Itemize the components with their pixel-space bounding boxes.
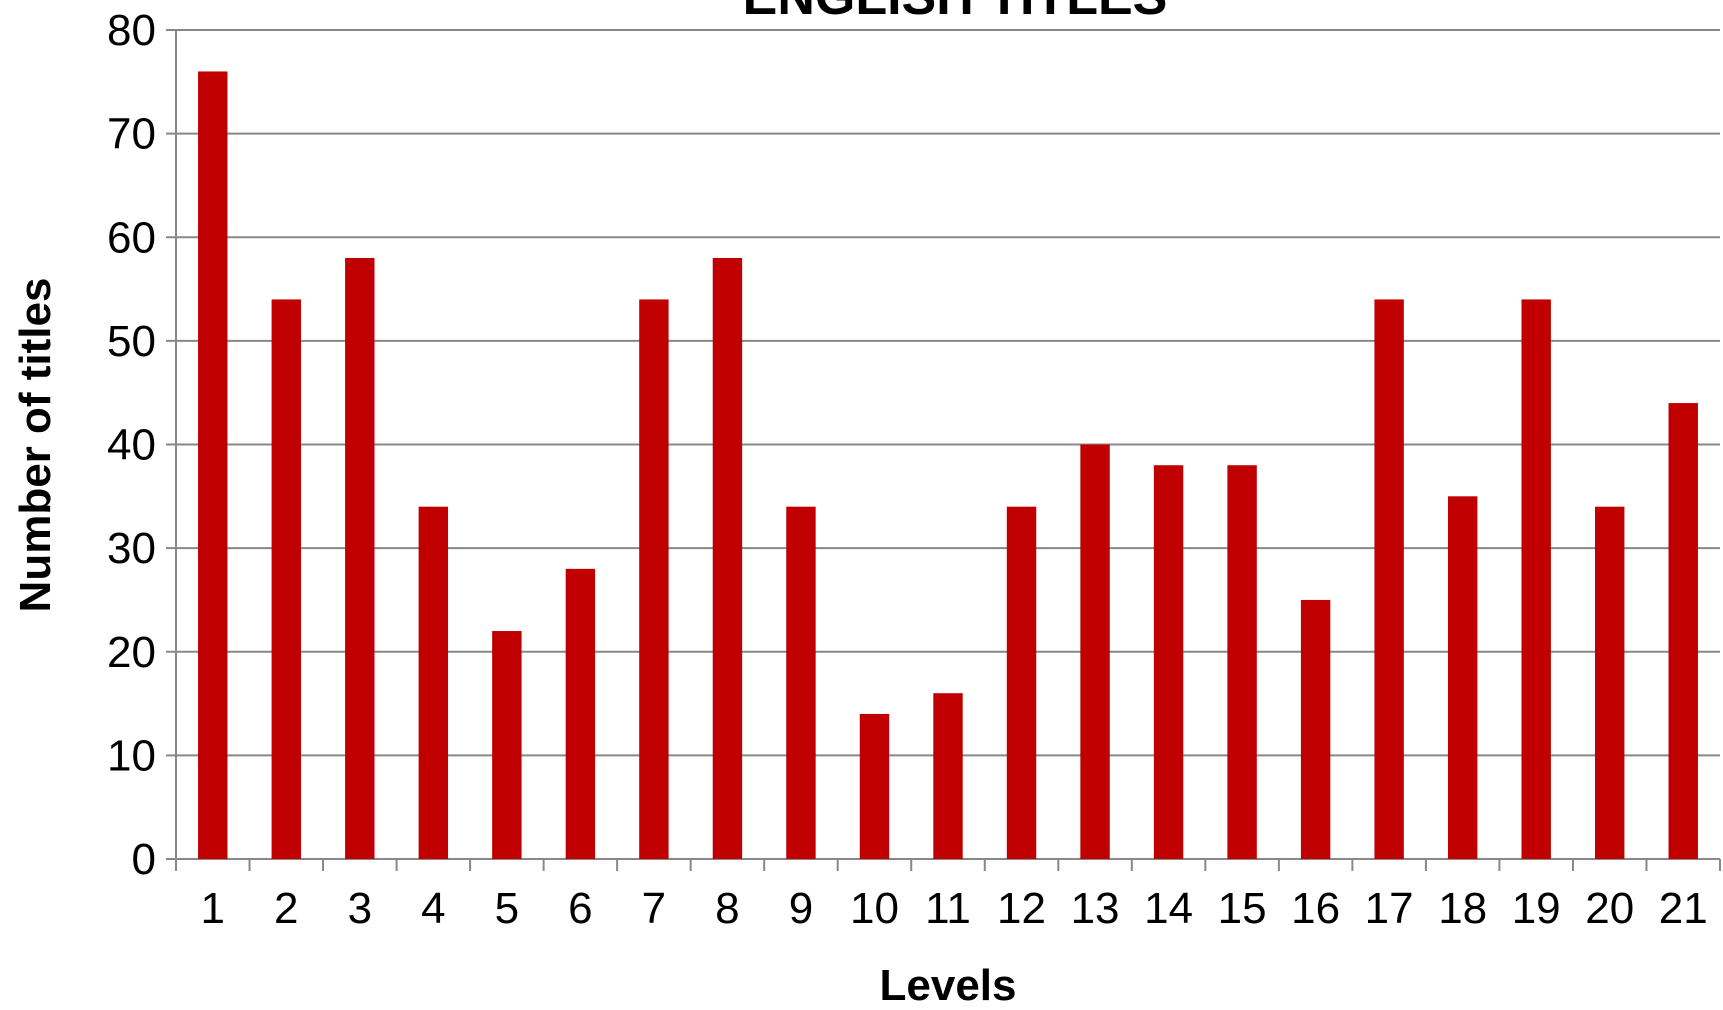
y-tick-label: 50 [107,317,156,366]
bar [1153,465,1184,859]
y-tick-label: 40 [107,421,156,470]
x-tick-label: 15 [1218,884,1267,933]
x-tick-label: 9 [789,884,813,933]
x-tick-label: 13 [1071,884,1120,933]
x-tick-label: 1 [201,884,225,933]
x-tick-label: 19 [1512,884,1561,933]
y-tick-label: 10 [107,731,156,780]
bar [933,693,963,859]
bar [786,506,816,859]
bar [418,506,449,859]
x-axis-label: Levels [880,961,1017,1010]
x-tick-label: 10 [850,884,899,933]
x-tick-label: 21 [1659,884,1708,933]
x-tick-label: 12 [997,884,1046,933]
x-tick-label: 18 [1438,884,1487,933]
bar [565,568,596,859]
y-axis-label: Number of titles [11,278,60,613]
x-tick-label: 17 [1365,884,1414,933]
y-tick-label: 80 [107,6,156,55]
bar [492,631,522,859]
bar [1521,299,1551,859]
bar [1447,496,1478,859]
y-tick-label: 70 [107,110,156,159]
bar [1374,299,1404,859]
bar [859,713,890,859]
x-tick-label: 6 [568,884,592,933]
chart-title: ENGLISH TITLES [743,0,1168,26]
x-tick-label: 14 [1144,884,1193,933]
bar [345,257,375,860]
bar [1006,506,1037,859]
y-tick-label: 0 [132,835,156,884]
x-tick-label: 20 [1585,884,1634,933]
bar [1668,403,1698,859]
bar [198,71,228,859]
x-tick-label: 16 [1291,884,1340,933]
bar [712,257,743,860]
bar [1595,506,1625,859]
x-tick-label: 2 [274,884,298,933]
x-tick-label: 5 [495,884,519,933]
bar [271,299,301,859]
y-tick-label: 30 [107,524,156,573]
y-tick-label: 20 [107,628,156,677]
x-tick-label: 4 [421,884,445,933]
y-tick-label: 60 [107,213,156,262]
x-tick-label: 7 [642,884,666,933]
x-tick-label: 3 [348,884,372,933]
x-tick-label: 8 [715,884,739,933]
bar [639,299,669,859]
bar [1300,599,1331,859]
x-tick-label: 11 [925,884,971,933]
bar [1227,465,1257,859]
bar [1080,444,1110,859]
